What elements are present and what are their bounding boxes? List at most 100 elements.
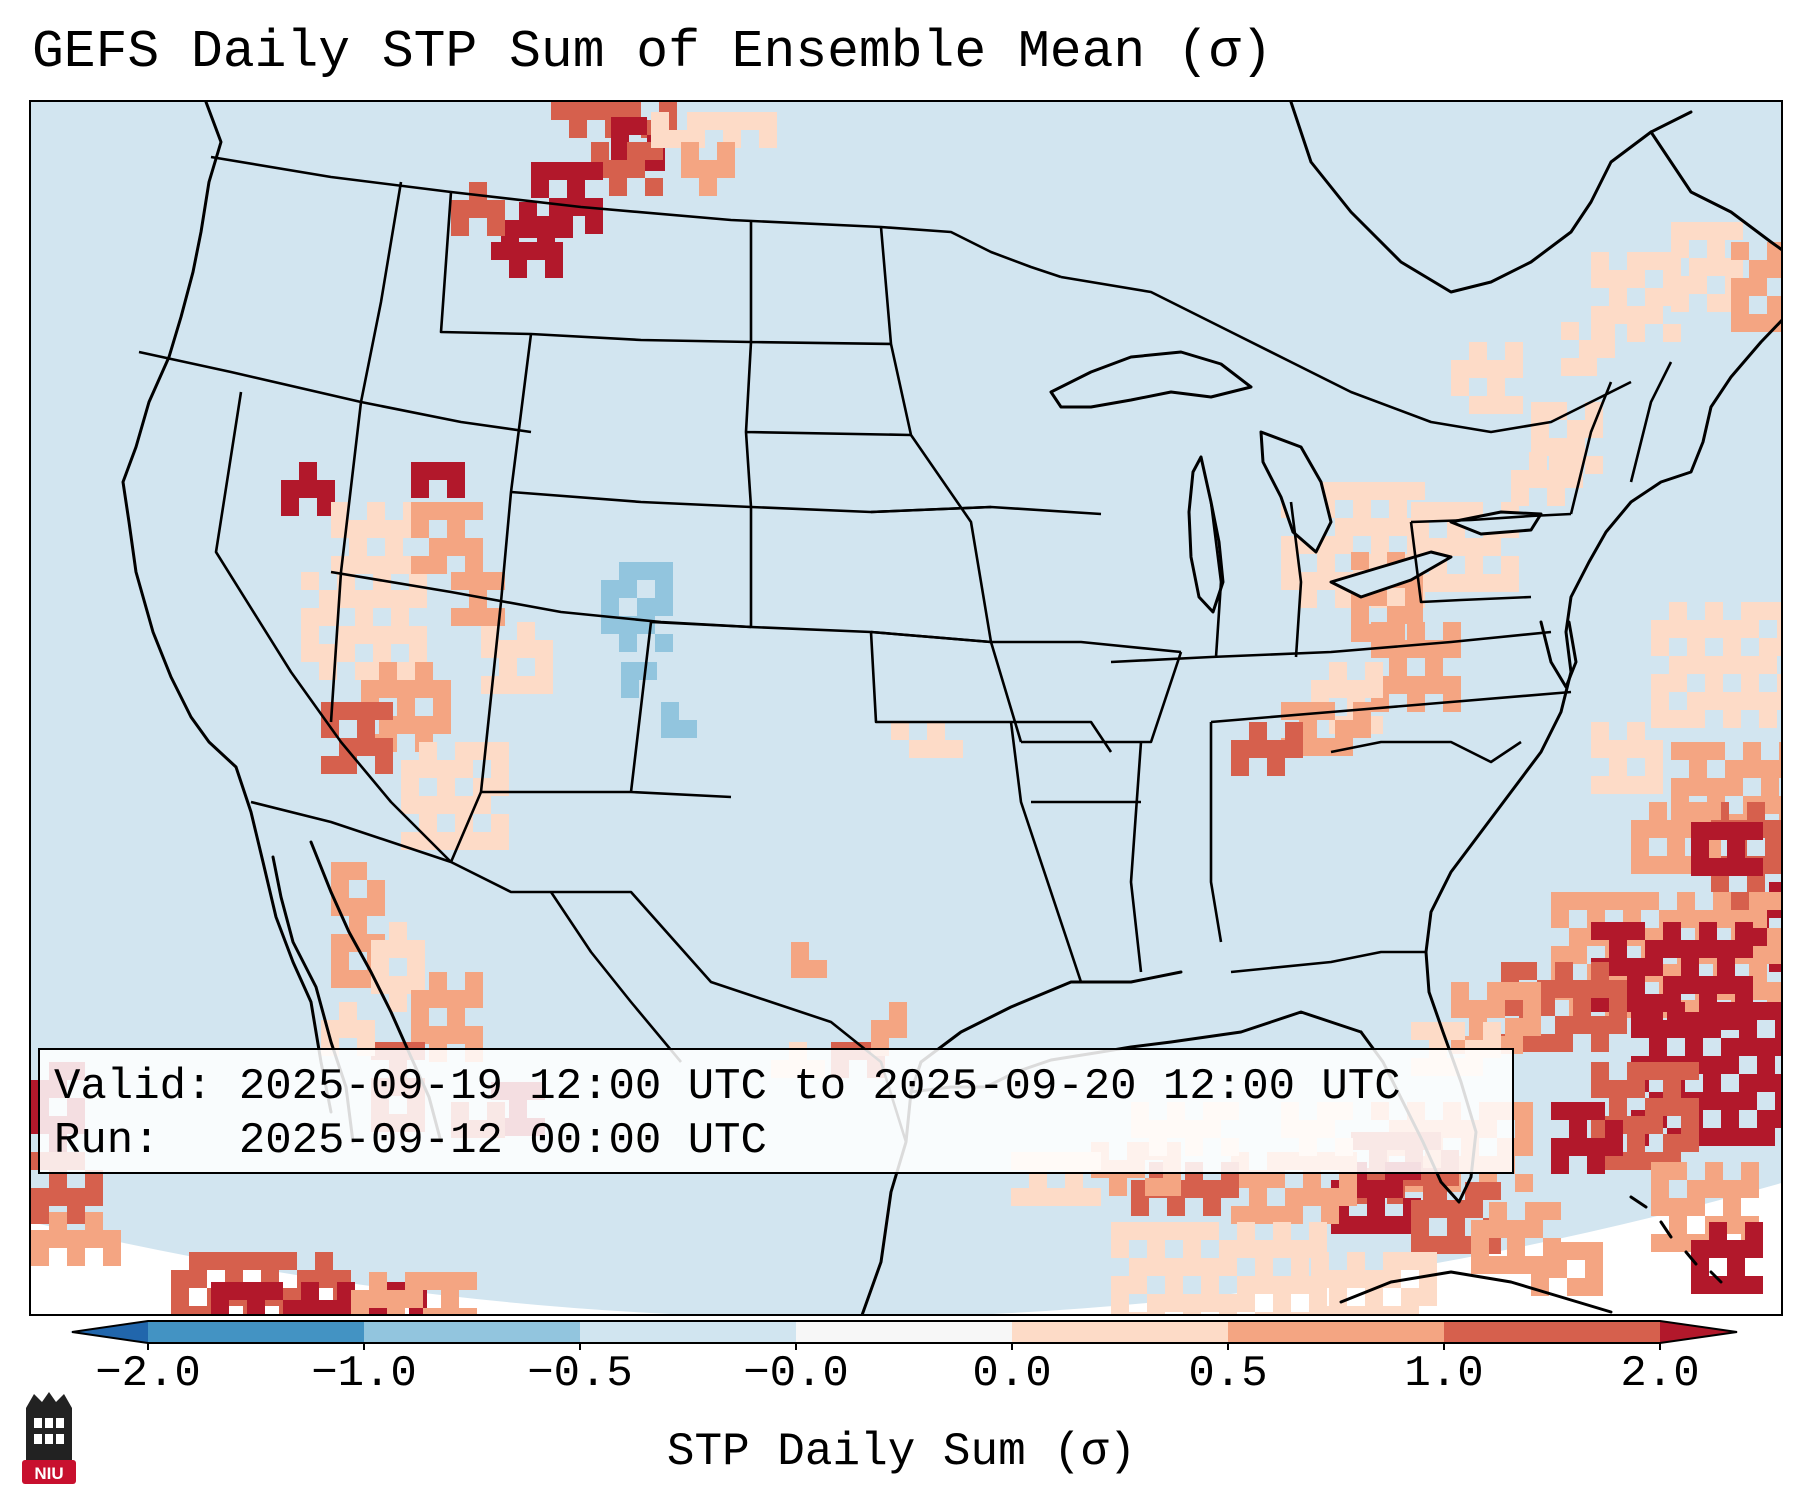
- stp-cell: [1705, 692, 1723, 710]
- stp-cell: [441, 1308, 459, 1314]
- stp-cell: [1321, 1188, 1339, 1206]
- stp-cell: [1147, 1222, 1165, 1240]
- stp-cell: [1221, 1180, 1239, 1198]
- stp-cell: [1727, 858, 1745, 876]
- stp-cell: [1627, 270, 1645, 288]
- stp-cell: [1591, 962, 1609, 980]
- stp-cell: [1689, 742, 1707, 760]
- stp-cell: [545, 242, 563, 260]
- stp-cell: [1353, 702, 1371, 720]
- stp-cell: [1609, 1080, 1627, 1098]
- stp-cell: [349, 970, 367, 988]
- stp-cell: [1411, 502, 1429, 520]
- stp-cell: [1605, 1120, 1623, 1138]
- stp-cell: [1761, 796, 1779, 814]
- colorbar-segment-5: [1012, 1321, 1228, 1343]
- stp-cell: [1451, 378, 1469, 396]
- stp-cell: [487, 608, 505, 626]
- stp-cell: [1489, 1220, 1507, 1238]
- run-time-text: Run: 2025-09-12 00:00 UTC: [54, 1116, 767, 1166]
- stp-cell: [401, 778, 419, 796]
- stp-cell: [481, 676, 499, 694]
- stp-cell: [337, 1300, 355, 1314]
- tick-mark: [1011, 1342, 1013, 1350]
- stp-cell: [1703, 1128, 1721, 1146]
- stp-cell: [1727, 1258, 1745, 1276]
- stp-cell: [1443, 640, 1461, 658]
- stp-cell: [1687, 656, 1705, 674]
- colorbar-segment-2: [364, 1321, 580, 1343]
- stp-cell: [455, 742, 473, 760]
- stp-cell: [1129, 1312, 1147, 1314]
- stp-cell: [1147, 1240, 1165, 1258]
- stp-cell: [355, 608, 373, 626]
- stp-cell: [349, 520, 367, 538]
- stp-cell: [611, 135, 629, 153]
- stp-cell: [375, 756, 393, 774]
- stp-cell: [1519, 962, 1537, 980]
- niu-logo-badge: [22, 1460, 76, 1484]
- stp-cell: [1573, 980, 1591, 998]
- cuba-outline: [1339, 1270, 1613, 1314]
- stp-cell: [1703, 1074, 1721, 1092]
- stp-cell: [1669, 620, 1687, 638]
- stp-cell: [1351, 606, 1369, 624]
- stp-cell: [723, 112, 741, 130]
- stp-cell: [1609, 270, 1627, 288]
- stp-cell: [1347, 1270, 1365, 1288]
- stp-cell: [465, 502, 483, 520]
- tick-label: −0.5: [527, 1349, 633, 1399]
- east-coast-line: [1424, 319, 1781, 954]
- stp-cell: [1645, 994, 1663, 1012]
- stp-cell: [1745, 1240, 1763, 1258]
- stp-cell: [397, 716, 415, 734]
- stp-cell: [1721, 1128, 1739, 1146]
- stp-cell: [447, 480, 465, 498]
- stp-cell: [1645, 1098, 1663, 1116]
- tick-mark: [579, 1342, 581, 1350]
- stp-cell: [591, 142, 609, 160]
- stp-cell: [1537, 980, 1555, 998]
- stp-cell: [1401, 1252, 1419, 1270]
- stp-cell: [1419, 1270, 1437, 1288]
- stp-cell: [1631, 1020, 1649, 1038]
- stp-cell: [1407, 622, 1425, 640]
- stp-cell: [1609, 958, 1627, 976]
- stp-cell: [1663, 922, 1681, 940]
- stp-cell: [1483, 538, 1501, 556]
- stp-cell: [1451, 360, 1469, 378]
- stp-cell: [1743, 742, 1761, 760]
- border-pa-ny: [1410, 512, 1572, 524]
- stp-cell: [1681, 940, 1699, 958]
- stp-cell: [49, 1230, 67, 1248]
- stp-cell: [1447, 1236, 1465, 1254]
- stp-cell: [1505, 342, 1523, 360]
- stp-cell: [331, 556, 349, 574]
- stp-cell: [1469, 1000, 1487, 1018]
- stp-cell: [1609, 1098, 1627, 1116]
- stp-cell: [655, 580, 673, 598]
- stp-cell: [651, 130, 669, 148]
- stp-cell: [1111, 1276, 1129, 1294]
- stp-cell: [1711, 874, 1729, 892]
- stp-cell: [301, 1300, 319, 1314]
- stp-cell: [1385, 1180, 1403, 1198]
- stp-cell: [1447, 538, 1465, 556]
- stp-cell: [407, 940, 425, 958]
- stp-cell: [1083, 1188, 1101, 1206]
- stp-cell: [405, 1290, 423, 1308]
- stp-cell: [1465, 556, 1483, 574]
- stp-cell: [465, 556, 483, 574]
- stp-cell: [451, 572, 469, 590]
- stp-cell: [319, 608, 337, 626]
- border-wy-co: [499, 333, 533, 603]
- stp-cell: [85, 1230, 103, 1248]
- stp-cell: [1777, 602, 1781, 620]
- stp-cell: [1667, 838, 1685, 856]
- stp-cell: [1501, 962, 1519, 980]
- stp-cell: [451, 608, 469, 626]
- stp-cell: [411, 502, 429, 520]
- stp-cell: [1705, 602, 1723, 620]
- stp-cell: [1705, 656, 1723, 674]
- stp-cell: [429, 502, 447, 520]
